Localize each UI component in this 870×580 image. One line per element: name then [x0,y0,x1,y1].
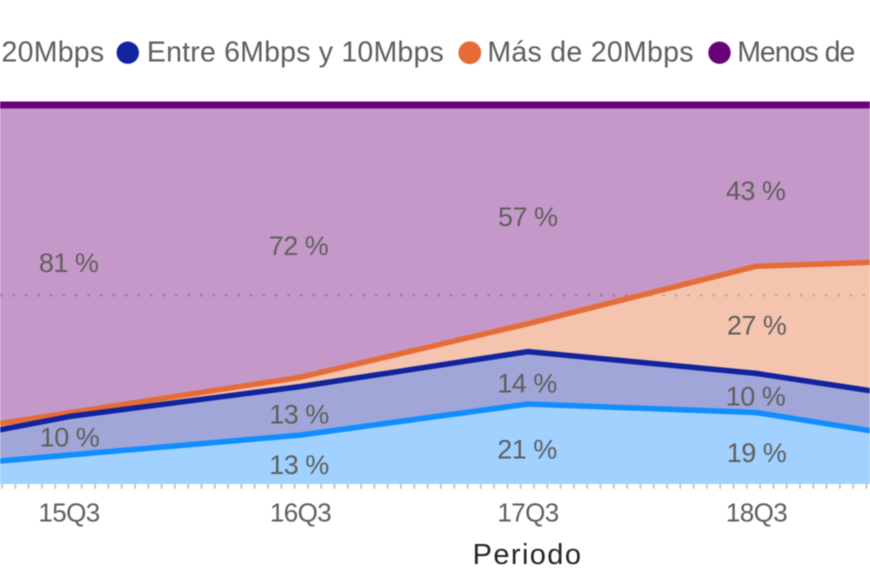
svg-text:13 %: 13 % [269,450,329,480]
svg-text:Más de 20Mbps: Más de 20Mbps [487,36,693,68]
svg-text:16Q3: 16Q3 [270,498,331,528]
svg-text:17Q3: 17Q3 [497,498,558,528]
svg-text:18Q3: 18Q3 [726,498,787,528]
svg-text:10 %: 10 % [40,423,100,453]
svg-text:Entre 6Mbps y 10Mbps: Entre 6Mbps y 10Mbps [147,36,444,68]
svg-text:57 %: 57 % [498,202,558,232]
svg-text:21 %: 21 % [497,435,557,465]
svg-text:10 %: 10 % [726,382,786,412]
svg-text:19 %: 19 % [727,438,787,468]
svg-text:Menos de: Menos de [737,36,854,68]
svg-text:20Mbps: 20Mbps [2,36,105,68]
svg-text:81 %: 81 % [39,248,99,278]
svg-text:72 %: 72 % [269,231,329,261]
svg-text:15Q3: 15Q3 [38,498,99,528]
svg-text:43 %: 43 % [726,176,786,206]
svg-text:14 %: 14 % [497,369,557,399]
svg-text:Periodo: Periodo [473,539,583,571]
svg-text:13 %: 13 % [269,400,329,430]
svg-text:27 %: 27 % [727,311,787,341]
